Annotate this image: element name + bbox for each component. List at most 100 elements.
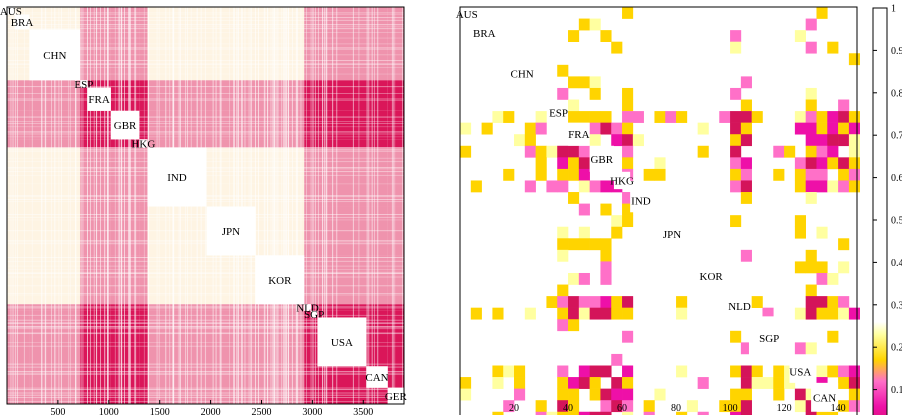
- right-heatmap-cell: [622, 134, 634, 147]
- left-x-tick-label: 3500: [353, 407, 373, 415]
- right-heatmap-cell: [805, 87, 817, 100]
- right-heatmap-cell: [589, 111, 601, 123]
- left-texture-stripe: [336, 7, 338, 404]
- left-heatmap-cell: [87, 255, 111, 305]
- right-heatmap-cell: [578, 18, 590, 31]
- right-heatmap-cell: [622, 296, 634, 308]
- left-texture-stripe: [264, 7, 266, 404]
- left-heatmap-cell: [387, 7, 404, 15]
- left-texture-stripe: [352, 7, 354, 404]
- right-heatmap-cell: [816, 261, 828, 274]
- right-heatmap-cell: [611, 226, 623, 239]
- right-heatmap-cell: [654, 168, 666, 181]
- colorbar-tick-label: 0.8: [891, 88, 902, 99]
- right-heatmap-cell: [654, 157, 666, 170]
- right-heatmap-cell: [773, 388, 785, 401]
- right-heatmap-cell: [568, 157, 580, 170]
- colorbar-ticks: 00.10.20.30.40.50.60.70.80.91: [873, 4, 902, 396]
- left-heatmap-cell: [87, 139, 111, 148]
- left-texture-stripe: [7, 12, 404, 14]
- left-heatmap-cell: [147, 310, 207, 318]
- left-texture-stripe: [87, 7, 88, 404]
- right-heatmap-cell: [730, 87, 742, 100]
- right-heatmap-cell: [838, 365, 850, 378]
- left-texture-stripe: [277, 7, 279, 404]
- left-texture-stripe: [15, 7, 17, 404]
- left-diagonal-block-can: [366, 366, 388, 388]
- left-texture-stripe: [7, 319, 404, 321]
- right-heatmap-cell: [622, 307, 634, 320]
- right-heatmap-cell: [557, 64, 569, 77]
- left-texture-stripe: [234, 7, 235, 404]
- right-heatmap-cell: [568, 145, 580, 158]
- left-texture-stripe: [7, 28, 404, 30]
- left-texture-stripe: [236, 7, 237, 404]
- left-texture-stripe: [7, 363, 404, 365]
- right-heatmap-cell: [794, 122, 806, 135]
- right-heatmap-cell: [643, 400, 655, 413]
- left-diagonal-block-esp: [80, 80, 88, 88]
- left-texture-stripe: [7, 93, 404, 94]
- right-diagonal-block-gbr: [589, 145, 614, 172]
- left-heatmap-cell: [206, 147, 256, 207]
- left-heatmap-cell: [87, 14, 111, 30]
- left-diagonal-block-usa: [317, 317, 367, 367]
- left-heatmap-cell: [366, 139, 388, 148]
- left-texture-stripe: [7, 326, 404, 328]
- left-x-tick-label: 3000: [302, 407, 322, 415]
- right-heatmap-cell: [557, 87, 569, 100]
- left-heatmap-cell: [87, 387, 111, 404]
- right-x-tick-label: 60: [617, 403, 627, 414]
- right-heatmap-cell: [730, 365, 742, 378]
- left-texture-stripe: [244, 7, 246, 404]
- right-heatmap-cell: [557, 226, 569, 239]
- left-texture-stripe: [143, 7, 145, 404]
- left-heatmap-cell: [387, 310, 404, 318]
- left-texture-stripe: [7, 121, 404, 122]
- right-heatmap-cell: [740, 157, 752, 170]
- left-heatmap-panel: AUSBRACHNESPFRAGBRHKGINDJPNKORNLDSGPUSAC…: [0, 6, 408, 418]
- left-texture-stripe: [284, 7, 286, 404]
- right-heatmap-cell: [557, 377, 569, 389]
- right-heatmap-cell: [568, 111, 580, 123]
- left-texture-stripe: [7, 219, 404, 221]
- left-diagonal-block-chn: [29, 29, 81, 81]
- left-heatmap-cell: [387, 139, 404, 148]
- left-texture-stripe: [7, 374, 404, 375]
- left-heatmap-cell: [110, 7, 140, 15]
- left-texture-stripe: [275, 7, 277, 404]
- right-heatmap-cell: [611, 388, 623, 401]
- right-heatmap-cell: [740, 342, 752, 355]
- left-heatmap-cell: [255, 80, 305, 88]
- right-heatmap-cell: [503, 365, 515, 378]
- left-heatmap-cell: [14, 80, 30, 88]
- left-texture-stripe: [7, 388, 404, 390]
- left-heatmap-cell: [7, 29, 15, 81]
- colorbar-tick-label: 0.6: [891, 173, 902, 184]
- right-x-tick-label: 140: [831, 403, 846, 414]
- right-heatmap-cell: [794, 215, 806, 228]
- right-heatmap-cell: [740, 365, 752, 378]
- left-texture-stripe: [258, 7, 259, 404]
- right-heatmap-cell: [827, 307, 839, 320]
- left-texture-stripe: [104, 7, 106, 404]
- left-texture-stripe: [51, 7, 53, 404]
- right-heatmap-cell: [838, 122, 850, 135]
- left-heatmap-cell: [80, 255, 88, 305]
- right-heatmap-cell: [730, 41, 742, 54]
- left-texture-stripe: [314, 7, 316, 404]
- left-heatmap-cell: [304, 14, 311, 30]
- left-texture-stripe: [7, 370, 404, 372]
- left-heatmap-cell: [87, 7, 111, 15]
- left-texture-stripe: [393, 7, 395, 404]
- left-texture-stripe: [7, 342, 404, 344]
- left-block-label-usa: USA: [331, 337, 353, 349]
- right-heatmap-cell: [557, 145, 569, 158]
- right-heatmap-cell: [503, 400, 515, 413]
- left-texture-stripe: [75, 7, 77, 404]
- right-heatmap-cell: [568, 400, 580, 413]
- left-texture-stripe: [7, 260, 404, 262]
- right-heatmap-cell: [622, 388, 634, 401]
- right-heatmap-cell: [676, 296, 688, 308]
- right-heatmap-cell: [848, 111, 861, 123]
